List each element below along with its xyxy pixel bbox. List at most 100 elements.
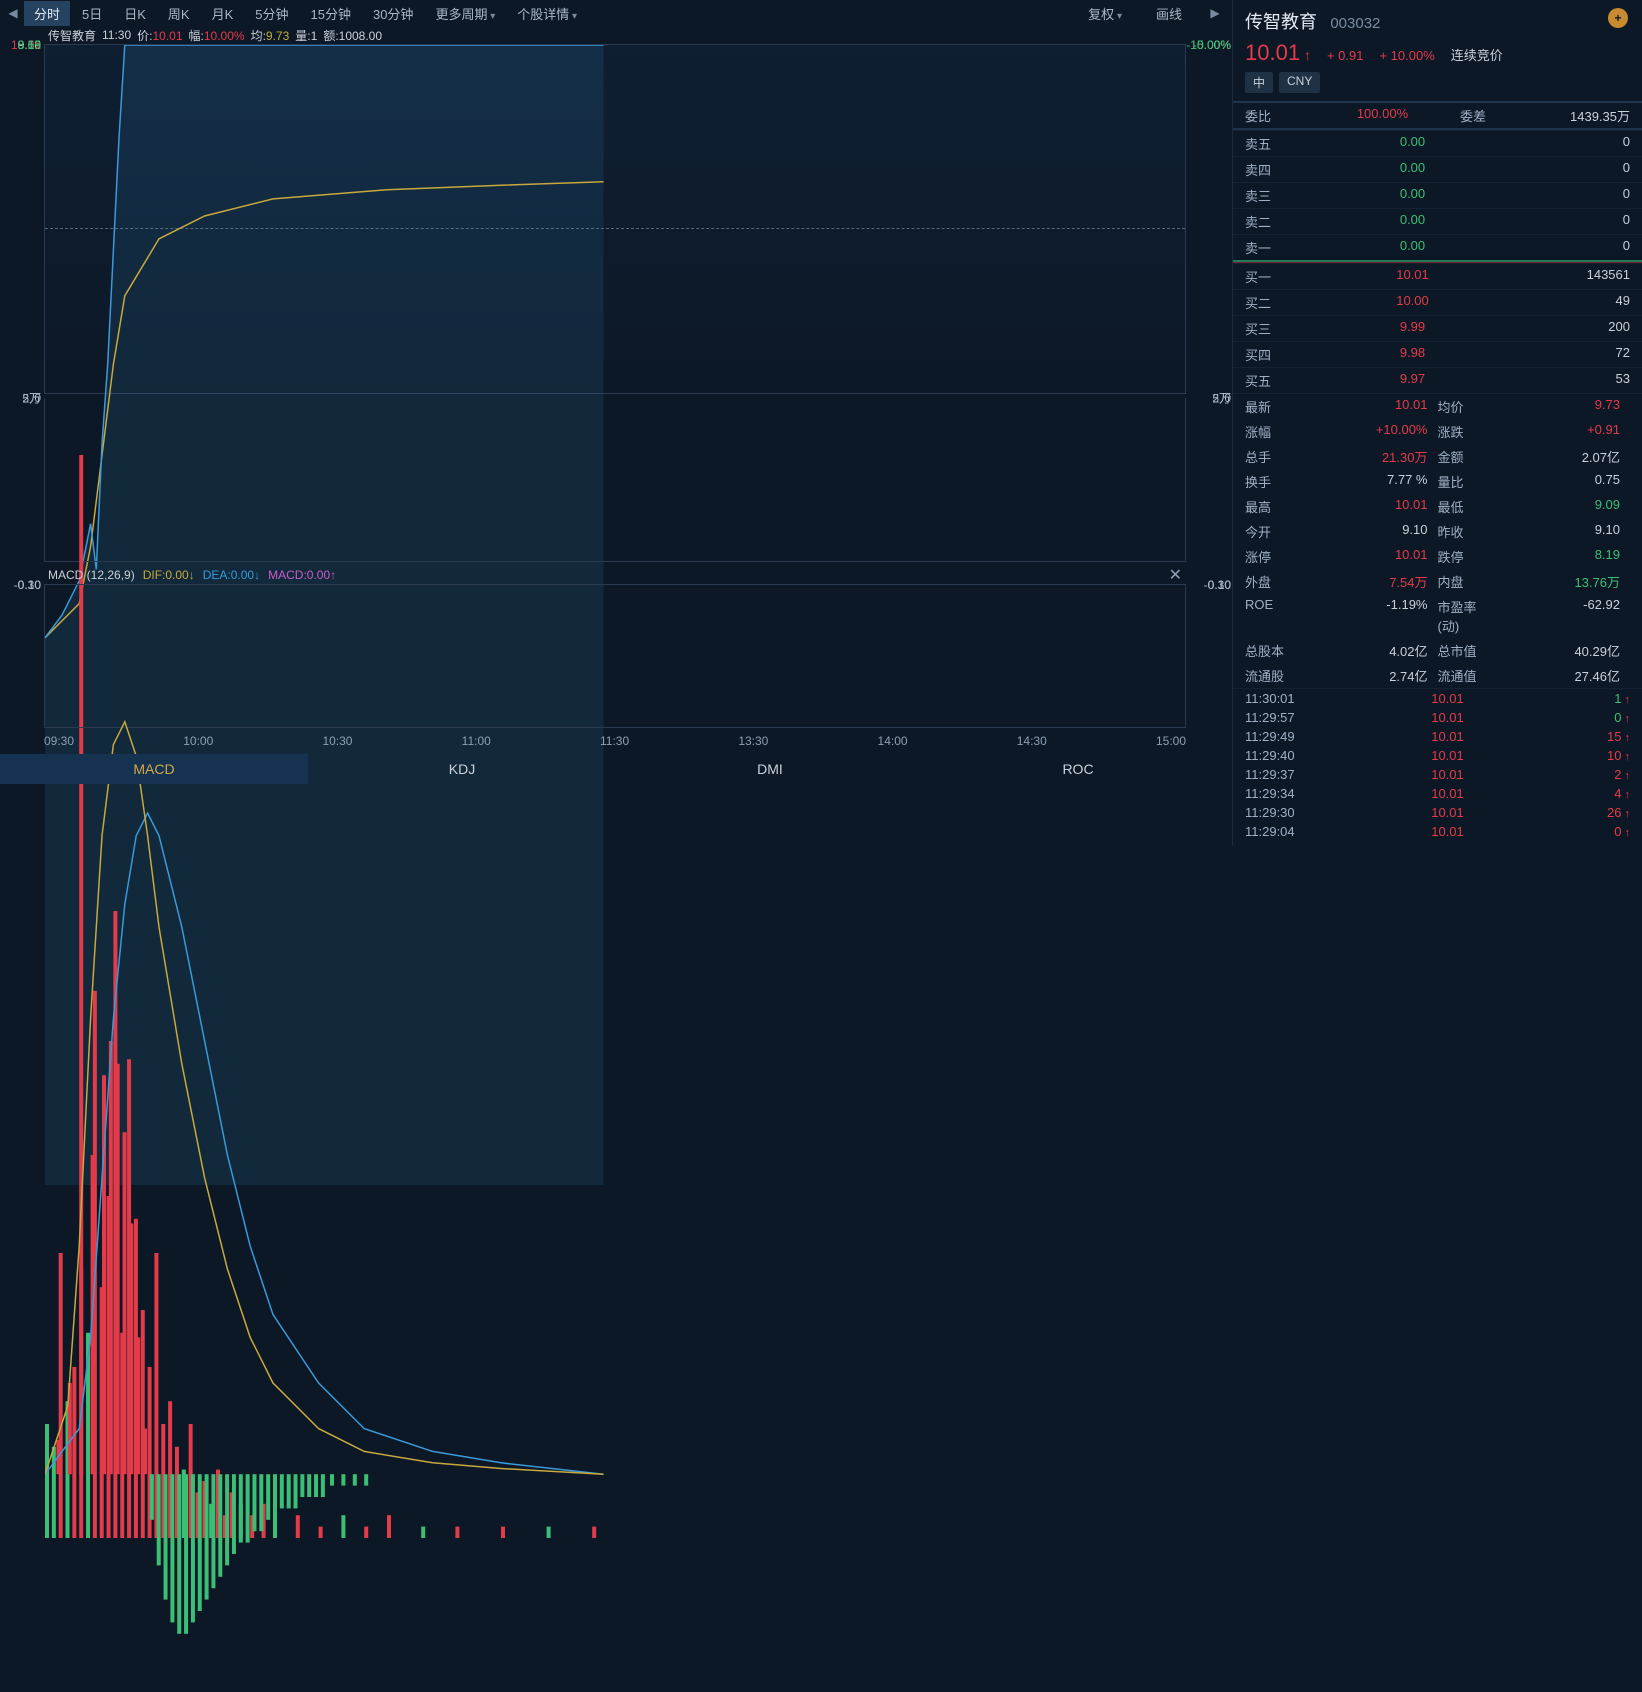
tab-更多周期[interactable]: 更多周期 (425, 1, 505, 26)
tick-row: 11:29:5710.010 (1233, 708, 1642, 727)
stat-value: 21.30万 (1305, 444, 1438, 469)
stat-label: 流通股 (1245, 663, 1305, 688)
tab-15分钟[interactable]: 15分钟 (301, 1, 361, 26)
time-label: 11:30 (102, 28, 131, 42)
price-change: + 0.91 (1327, 48, 1364, 63)
axis-label: 0 (1224, 391, 1231, 405)
badge-中[interactable]: 中 (1245, 72, 1273, 93)
xaxis-label: 10:00 (183, 734, 213, 752)
info-额:: 额:1008.00 (323, 27, 382, 44)
stat-value: 9.10 (1498, 519, 1631, 544)
order-row: 卖五0.000 (1233, 130, 1642, 156)
stat-label: 金额 (1438, 444, 1498, 469)
price-chart[interactable]: 10.019.569.108.658.1910.00%5.00%0%-5.00%… (44, 44, 1186, 394)
stat-value: +10.00% (1305, 419, 1438, 444)
stat-label: 昨收 (1438, 519, 1498, 544)
stat-label: 外盘 (1245, 569, 1305, 594)
quote-infoline: 传智教育 11:30 价:10.01幅:10.00%均:9.73量:1额:100… (0, 26, 1232, 44)
main-panel: ◀ 分时5日日K周K月K5分钟15分钟30分钟更多周期个股详情 复权 画线 ▶ … (0, 0, 1232, 846)
tick-row: 11:30:0110.011 (1233, 689, 1642, 708)
stat-value: -1.19% (1305, 594, 1438, 638)
drawline-button[interactable]: 画线 (1146, 1, 1192, 26)
stat-label: 今开 (1245, 519, 1305, 544)
trading-phase: 连续竞价 (1451, 45, 1503, 64)
tab-日K[interactable]: 日K (114, 1, 156, 26)
stat-value: 4.02亿 (1305, 638, 1438, 663)
tab-5日[interactable]: 5日 (72, 1, 112, 26)
volume-chart[interactable]: 5万2万05万2万0 (44, 398, 1186, 562)
stat-label: 涨幅 (1245, 419, 1305, 444)
time-axis: 09:3010:0010:3011:0011:3013:3014:0014:30… (44, 734, 1186, 752)
axis-label: 8.19 (18, 38, 41, 52)
ord-ratio-val: 100.00% (1305, 106, 1460, 125)
tab-分时[interactable]: 分时 (24, 1, 70, 26)
tab-30分钟[interactable]: 30分钟 (363, 1, 423, 26)
badges: 中 CNY (1233, 72, 1642, 101)
tick-row: 11:29:4910.0115 (1233, 727, 1642, 746)
close-icon[interactable]: ✕ (1169, 565, 1182, 585)
stock-name-label: 传智教育 (48, 27, 96, 44)
tab-个股详情[interactable]: 个股详情 (507, 1, 587, 26)
stat-label: 流通值 (1438, 663, 1498, 688)
order-row: 买一10.01143561 (1233, 263, 1642, 289)
indicator-tab-MACD[interactable]: MACD (0, 754, 308, 784)
indicator-tab-DMI[interactable]: DMI (616, 754, 924, 784)
stat-value: 0.75 (1498, 469, 1631, 494)
order-row: 买二10.0049 (1233, 289, 1642, 315)
macd-header: MACD (12,26,9) DIF:0.00↓ DEA:0.00↓ MACD:… (0, 566, 1232, 584)
order-row: 卖二0.000 (1233, 208, 1642, 234)
side-stock-code: 003032 (1330, 15, 1380, 32)
stat-label: 涨停 (1245, 544, 1305, 569)
side-header: 传智教育 003032 + (1233, 0, 1642, 40)
prev-arrow-icon[interactable]: ◀ (4, 6, 22, 20)
axis-label: -10.00% (1186, 38, 1231, 52)
tab-周K[interactable]: 周K (158, 1, 200, 26)
stat-value: 2.07亿 (1498, 444, 1631, 469)
order-row: 买四9.9872 (1233, 341, 1642, 367)
tick-row: 11:29:0410.010 (1233, 822, 1642, 841)
order-row: 卖三0.000 (1233, 182, 1642, 208)
xaxis-label: 14:00 (878, 734, 908, 752)
next-arrow-icon[interactable]: ▶ (1206, 6, 1224, 20)
stat-value: 10.01 (1305, 394, 1438, 419)
info-幅:: 幅:10.00% (189, 27, 245, 44)
timeframe-tabs: ◀ 分时5日日K周K月K5分钟15分钟30分钟更多周期个股详情 复权 画线 ▶ (0, 0, 1232, 26)
price-pct: + 10.00% (1379, 48, 1434, 63)
order-row: 买三9.99200 (1233, 315, 1642, 341)
macd-dea: DEA:0.00↓ (203, 568, 260, 582)
badge-CNY[interactable]: CNY (1279, 72, 1320, 93)
add-watchlist-icon[interactable]: + (1608, 8, 1628, 28)
stat-value: 13.76万 (1498, 569, 1631, 594)
stat-value: +0.91 (1498, 419, 1631, 444)
quote-panel: 传智教育 003032 + 10.01 + 0.91 + 10.00% 连续竞价… (1232, 0, 1642, 846)
tab-5分钟[interactable]: 5分钟 (245, 1, 298, 26)
tab-月K[interactable]: 月K (202, 1, 244, 26)
stat-value: 40.29亿 (1498, 638, 1631, 663)
stat-value: 9.10 (1305, 519, 1438, 544)
stats-grid: 最新10.01均价9.73涨幅+10.00%涨跌+0.91总手21.30万金额2… (1233, 393, 1642, 688)
ord-ratio-label: 委比 (1245, 106, 1305, 125)
info-价:: 价:10.01 (137, 27, 182, 44)
tick-row: 11:29:3410.014 (1233, 784, 1642, 803)
macd-chart[interactable]: 0.300.10-0.100.300.10-0.10 (44, 584, 1186, 728)
stat-label: 换手 (1245, 469, 1305, 494)
stat-value: -62.92 (1498, 594, 1631, 638)
stat-label: 最新 (1245, 394, 1305, 419)
axis-label: 0 (34, 391, 41, 405)
indicator-tabs: MACDKDJDMIROC (0, 754, 1232, 784)
info-均:: 均:9.73 (251, 27, 290, 44)
macd-title: MACD (12,26,9) (48, 568, 135, 582)
stat-label: 最低 (1438, 494, 1498, 519)
adjust-dropdown[interactable]: 复权 (1078, 1, 1132, 26)
order-book: 卖五0.000卖四0.000卖三0.000卖二0.000卖一0.000 买一10… (1233, 130, 1642, 393)
xaxis-label: 10:30 (322, 734, 352, 752)
stat-value: 8.19 (1498, 544, 1631, 569)
axis-label: -0.10 (14, 578, 41, 592)
indicator-tab-ROC[interactable]: ROC (924, 754, 1232, 784)
side-stock-name: 传智教育 (1245, 12, 1317, 32)
macd-val: MACD:0.00↑ (268, 568, 336, 582)
stat-value: 27.46亿 (1498, 663, 1631, 688)
indicator-tab-KDJ[interactable]: KDJ (308, 754, 616, 784)
chart-area: 10.019.569.108.658.1910.00%5.00%0%-5.00%… (44, 44, 1186, 846)
stat-label: 总股本 (1245, 638, 1305, 663)
